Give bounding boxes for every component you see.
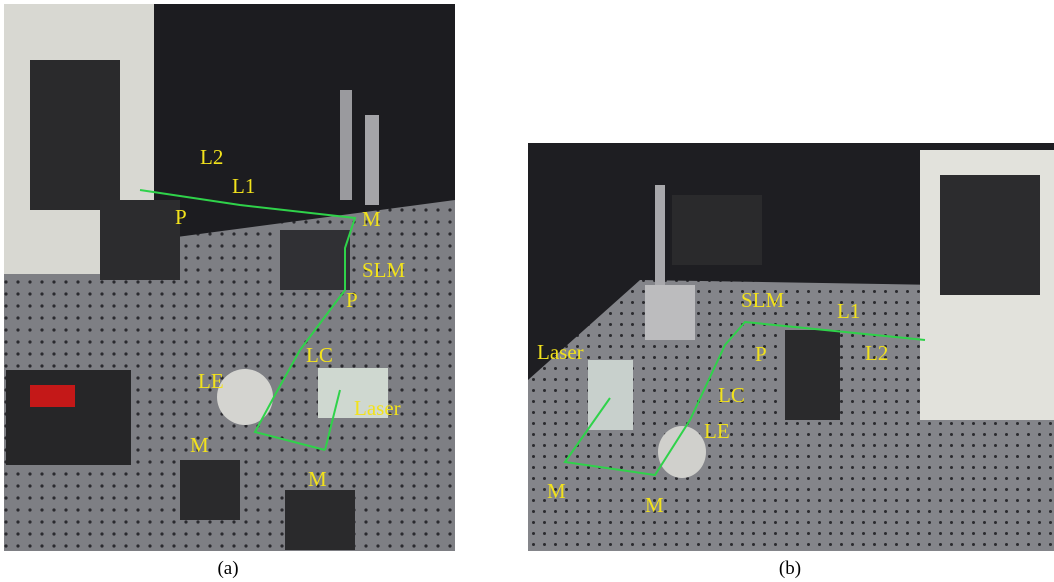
component-label: P (755, 342, 767, 366)
component-label: LE (198, 369, 224, 393)
photo-a (4, 4, 455, 551)
component-label: M (308, 467, 327, 491)
component-label: L2 (865, 341, 888, 365)
component-label: L1 (837, 299, 860, 323)
component-label: L2 (200, 145, 223, 169)
component-label: M (362, 207, 381, 231)
component-label: L1 (232, 174, 255, 198)
component-label: SLM (362, 258, 406, 282)
caption: (b) (779, 558, 801, 579)
component-label: Laser (537, 340, 584, 364)
photo-b (528, 143, 1054, 551)
component-label: Laser (354, 396, 401, 420)
component-label: LC (718, 383, 745, 407)
component-label: M (645, 493, 664, 517)
component-label: M (190, 433, 209, 457)
component-label: P (346, 288, 358, 312)
caption: (a) (217, 558, 238, 579)
component-label: LE (704, 419, 730, 443)
component-label: LC (306, 343, 333, 367)
component-label: M (547, 479, 566, 503)
component-label: SLM (741, 288, 785, 312)
component-label: P (175, 205, 187, 229)
